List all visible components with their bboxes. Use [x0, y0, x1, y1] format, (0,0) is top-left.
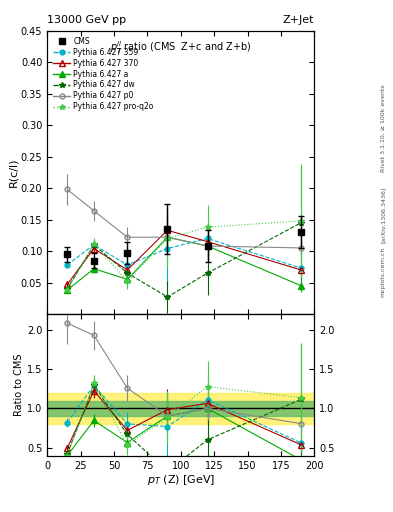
- Text: 13000 GeV pp: 13000 GeV pp: [47, 15, 126, 25]
- Text: $p_T^{ll}$ ratio (CMS  Z+c and Z+b): $p_T^{ll}$ ratio (CMS Z+c and Z+b): [110, 39, 252, 56]
- Legend: CMS, Pythia 6.427 359, Pythia 6.427 370, Pythia 6.427 a, Pythia 6.427 dw, Pythia: CMS, Pythia 6.427 359, Pythia 6.427 370,…: [51, 34, 156, 114]
- Y-axis label: Ratio to CMS: Ratio to CMS: [14, 354, 24, 416]
- Y-axis label: R(c/l): R(c/l): [8, 158, 18, 187]
- Text: Z+Jet: Z+Jet: [283, 15, 314, 25]
- Text: Rivet 3.1.10, ≥ 100k events: Rivet 3.1.10, ≥ 100k events: [381, 84, 386, 172]
- Bar: [47, 393, 314, 424]
- Text: [arXiv:1306.3436]: [arXiv:1306.3436]: [381, 187, 386, 243]
- Bar: [47, 400, 314, 416]
- Text: mcplots.cern.ch: mcplots.cern.ch: [381, 246, 386, 296]
- X-axis label: $p_T$ (Z) [GeV]: $p_T$ (Z) [GeV]: [147, 473, 215, 487]
